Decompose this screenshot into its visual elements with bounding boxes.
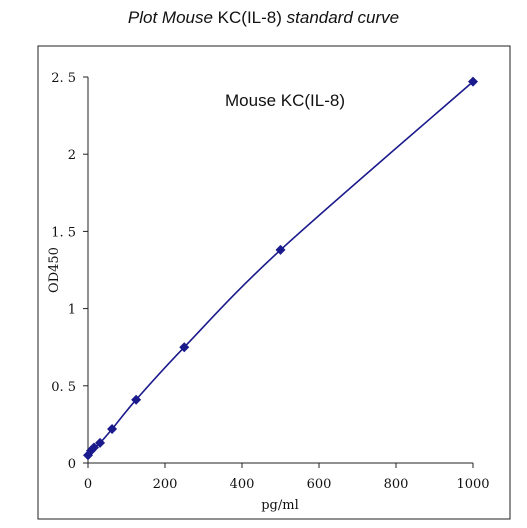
y-tick-label: 1. 5 — [51, 225, 76, 240]
series-points — [83, 76, 478, 461]
chart-title: Plot Mouse KC(IL-8) standard curve — [0, 8, 527, 28]
chart-frame — [37, 45, 511, 520]
title-part-2: KC(IL-8) — [212, 8, 287, 27]
title-part-1: Plot Mouse — [127, 8, 213, 27]
y-ticks: 0 0. 5 1 1. 5 2 2. 5 — [51, 71, 88, 472]
x-ticks: 0 200 400 600 800 1000 — [84, 463, 490, 492]
x-tick-label: 400 — [230, 477, 255, 492]
data-point — [468, 76, 478, 87]
x-tick-label: 200 — [153, 477, 178, 492]
x-tick-label: 800 — [384, 477, 409, 492]
x-tick-label: 1000 — [456, 477, 489, 492]
data-point — [131, 394, 142, 405]
data-point — [95, 437, 106, 448]
y-tick-label: 1 — [68, 303, 76, 318]
y-tick-label: 2 — [68, 148, 76, 163]
y-axis-label: OD450 — [47, 247, 62, 293]
y-tick-label: 0 — [68, 457, 76, 472]
y-tick-label: 2. 5 — [51, 71, 76, 86]
data-point — [107, 424, 118, 435]
data-point — [179, 342, 190, 353]
annotation: Mouse KC(IL-8) — [225, 91, 345, 110]
data-point — [89, 442, 100, 453]
y-tick-label: 0. 5 — [51, 380, 76, 395]
x-axis-label: pg/ml — [261, 498, 299, 513]
series-line — [87, 81, 474, 456]
x-tick-label: 0 — [84, 477, 92, 492]
x-tick-label: 600 — [307, 477, 332, 492]
title-part-3: standard curve — [286, 8, 400, 27]
data-point — [275, 244, 286, 255]
